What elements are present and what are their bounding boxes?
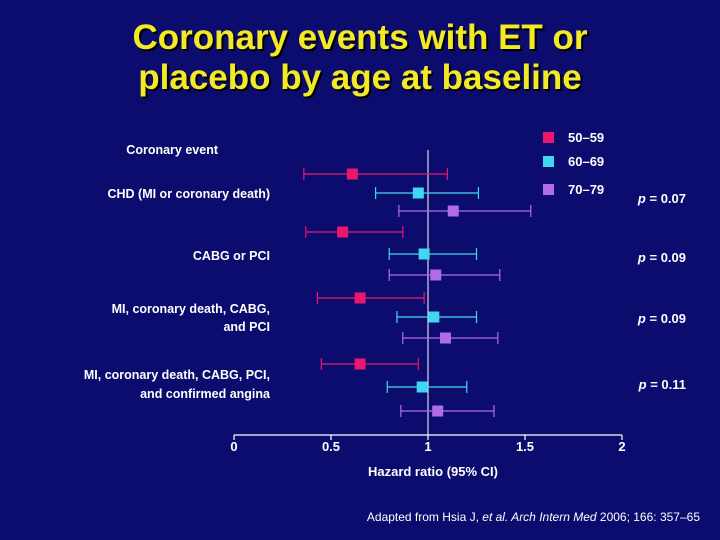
title-line-1: Coronary events with ET or (132, 18, 588, 57)
coronary-event-header: Coronary event (126, 143, 219, 157)
legend-label: 60–69 (568, 154, 604, 169)
hr-point (418, 248, 430, 260)
legend-swatch-5059 (543, 132, 554, 143)
group-label: MI, coronary death, CABG, PCI, (84, 368, 270, 382)
hr-point (354, 358, 366, 370)
x-tick-label: 2 (618, 439, 625, 454)
legend-swatch-7079 (543, 184, 554, 195)
hr-point (416, 381, 428, 393)
p-value: p = 0.09 (637, 250, 686, 265)
legend-label: 70–79 (568, 182, 604, 197)
p-value: p = 0.09 (637, 311, 686, 326)
hr-point (439, 332, 451, 344)
group-label: and confirmed angina (140, 387, 271, 401)
hr-point (428, 311, 440, 323)
group-label: CABG or PCI (193, 249, 270, 263)
hr-point (337, 226, 349, 238)
title-line-2: placebo by age at baseline (138, 58, 582, 97)
x-tick-label: 0.5 (322, 439, 340, 454)
hr-point (354, 292, 366, 304)
hr-point (412, 187, 424, 199)
x-tick-label: 0 (230, 439, 237, 454)
hr-point (447, 205, 459, 217)
x-tick-label: 1.5 (516, 439, 534, 454)
source-rest: 2006; 166: 357–65 (596, 510, 700, 524)
legend-swatch-6069 (543, 156, 554, 167)
group-label: CHD (MI or coronary death) (107, 187, 270, 201)
hr-point (432, 405, 444, 417)
p-value: p = 0.07 (637, 191, 686, 206)
source-journal: Arch Intern Med (508, 510, 597, 524)
group-label: MI, coronary death, CABG, (112, 302, 270, 316)
hr-point (346, 168, 358, 180)
hr-point (430, 269, 442, 281)
source-etal: et al. (482, 510, 509, 524)
source-prefix: Adapted from Hsia J, (366, 510, 483, 524)
legend-label: 50–59 (568, 130, 604, 145)
p-value: p = 0.11 (638, 377, 686, 392)
x-axis-title: Hazard ratio (95% CI) (368, 464, 498, 479)
slide-title: Coronary events with ET or placebo by ag… (0, 18, 720, 98)
group-label: and PCI (223, 320, 270, 334)
source-citation: Adapted from Hsia J, et al. Arch Intern … (367, 510, 700, 524)
x-tick-label: 1 (424, 439, 431, 454)
